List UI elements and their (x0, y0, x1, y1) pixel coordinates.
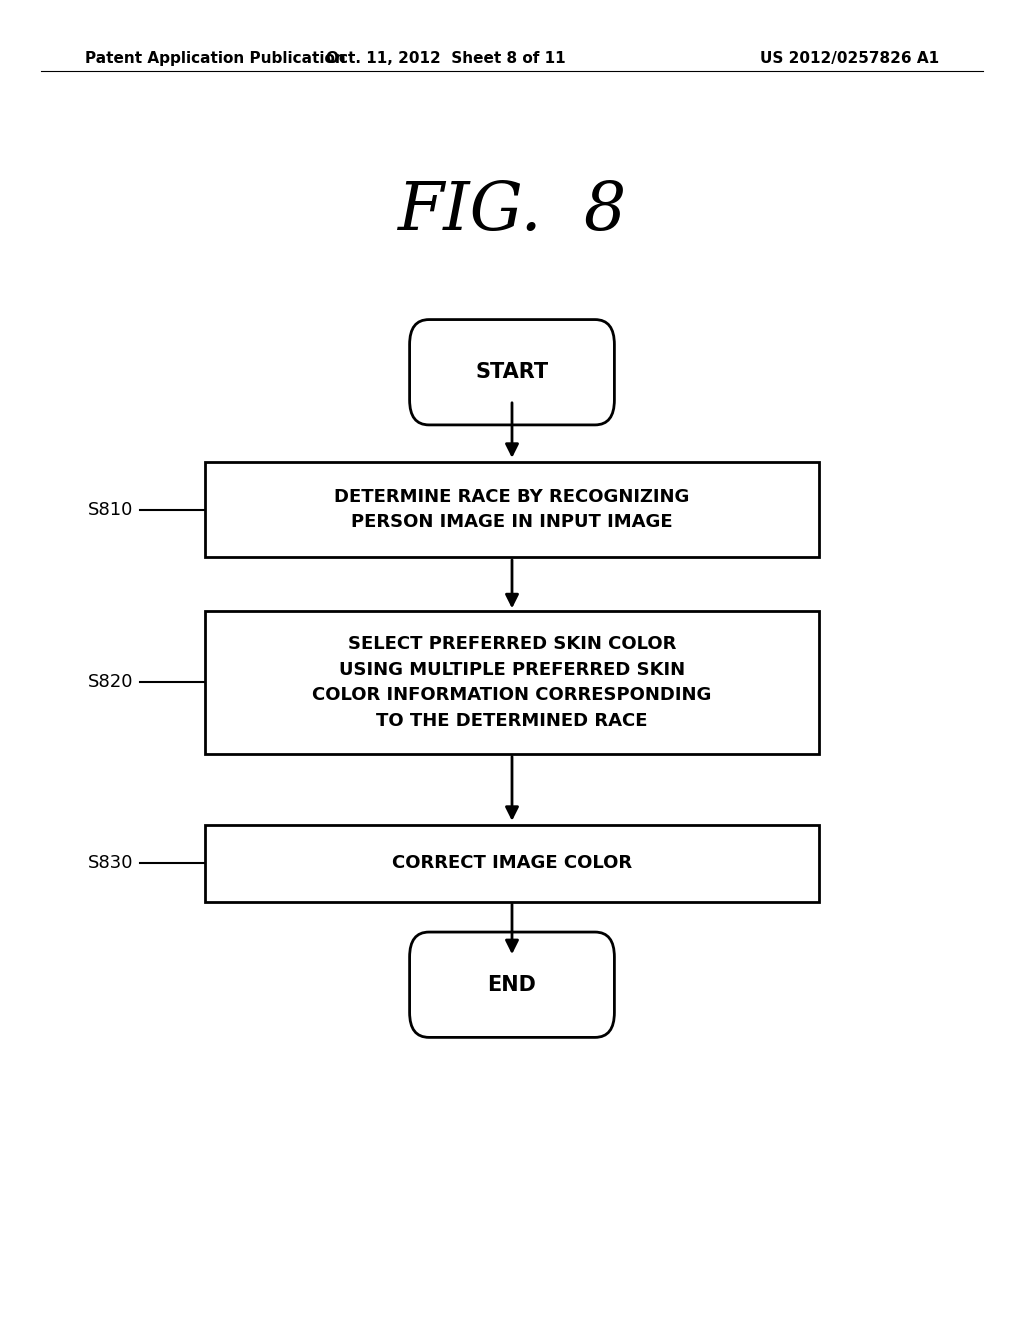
Text: START: START (475, 362, 549, 383)
Text: END: END (487, 974, 537, 995)
Text: US 2012/0257826 A1: US 2012/0257826 A1 (760, 50, 939, 66)
FancyBboxPatch shape (410, 932, 614, 1038)
Text: S830: S830 (88, 854, 133, 873)
Text: DETERMINE RACE BY RECOGNIZING
PERSON IMAGE IN INPUT IMAGE: DETERMINE RACE BY RECOGNIZING PERSON IMA… (334, 487, 690, 532)
Bar (205, 611, 819, 754)
Text: SELECT PREFERRED SKIN COLOR
USING MULTIPLE PREFERRED SKIN
COLOR INFORMATION CORR: SELECT PREFERRED SKIN COLOR USING MULTIP… (312, 635, 712, 730)
FancyBboxPatch shape (410, 319, 614, 425)
Bar (205, 825, 819, 902)
Text: Oct. 11, 2012  Sheet 8 of 11: Oct. 11, 2012 Sheet 8 of 11 (326, 50, 565, 66)
Bar (205, 462, 819, 557)
Text: FIG.  8: FIG. 8 (397, 178, 627, 244)
Text: S820: S820 (88, 673, 133, 692)
Text: CORRECT IMAGE COLOR: CORRECT IMAGE COLOR (392, 854, 632, 873)
Text: Patent Application Publication: Patent Application Publication (85, 50, 346, 66)
Text: S810: S810 (88, 500, 133, 519)
